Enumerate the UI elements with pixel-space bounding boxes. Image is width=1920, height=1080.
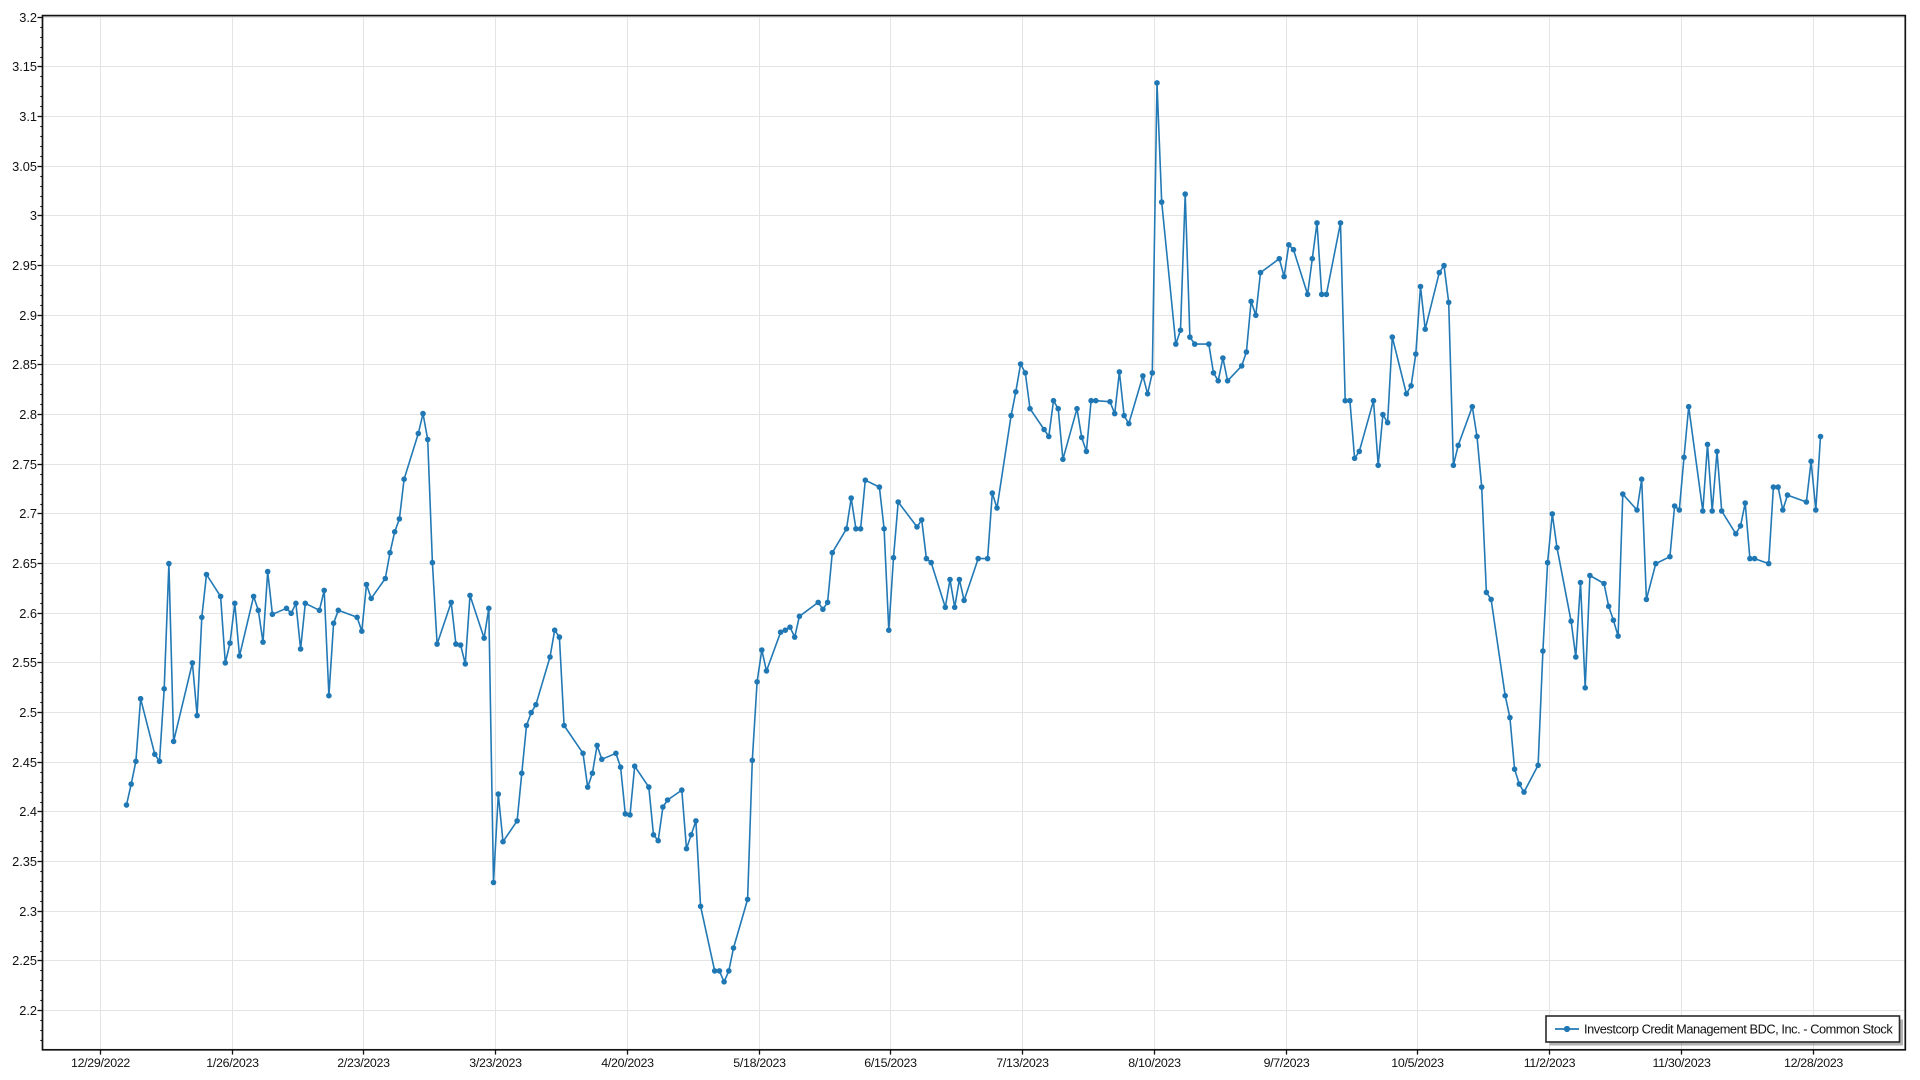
svg-text:2.85: 2.85 [12, 357, 37, 372]
svg-text:7/13/2023: 7/13/2023 [996, 1056, 1049, 1070]
svg-text:12/28/2023: 12/28/2023 [1784, 1056, 1843, 1070]
svg-text:4/20/2023: 4/20/2023 [601, 1056, 654, 1070]
svg-text:2.95: 2.95 [12, 258, 37, 273]
svg-text:Investcorp Credit Management B: Investcorp Credit Management BDC, Inc. -… [1584, 1022, 1893, 1037]
svg-text:2.9: 2.9 [19, 308, 37, 323]
svg-text:8/10/2023: 8/10/2023 [1128, 1056, 1181, 1070]
svg-text:3.1: 3.1 [19, 109, 37, 124]
svg-text:2.45: 2.45 [12, 755, 37, 770]
svg-text:3: 3 [30, 208, 37, 223]
svg-text:11/2/2023: 11/2/2023 [1524, 1056, 1576, 1070]
svg-text:3.05: 3.05 [12, 159, 37, 174]
svg-text:2.25: 2.25 [12, 953, 37, 968]
svg-text:2.7: 2.7 [19, 506, 37, 521]
svg-text:9/7/2023: 9/7/2023 [1264, 1056, 1310, 1070]
svg-text:5/18/2023: 5/18/2023 [733, 1056, 786, 1070]
svg-text:1/26/2023: 1/26/2023 [206, 1056, 259, 1070]
svg-text:2.2: 2.2 [19, 1003, 37, 1018]
svg-text:3.15: 3.15 [12, 59, 37, 74]
svg-text:2.6: 2.6 [19, 606, 37, 621]
svg-text:2.55: 2.55 [12, 655, 37, 670]
svg-text:12/29/2022: 12/29/2022 [71, 1056, 130, 1070]
svg-text:2/23/2023: 2/23/2023 [337, 1056, 390, 1070]
svg-text:10/5/2023: 10/5/2023 [1391, 1056, 1444, 1070]
svg-text:3.2: 3.2 [19, 10, 37, 25]
svg-text:2.5: 2.5 [19, 705, 37, 720]
svg-text:11/30/2023: 11/30/2023 [1652, 1056, 1711, 1070]
svg-text:6/15/2023: 6/15/2023 [864, 1056, 917, 1070]
svg-text:2.65: 2.65 [12, 556, 37, 571]
svg-text:2.75: 2.75 [12, 457, 37, 472]
svg-text:3/23/2023: 3/23/2023 [469, 1056, 522, 1070]
svg-text:2.8: 2.8 [19, 407, 37, 422]
svg-text:2.4: 2.4 [19, 804, 37, 819]
svg-text:2.35: 2.35 [12, 854, 37, 869]
svg-text:2.3: 2.3 [19, 904, 37, 919]
